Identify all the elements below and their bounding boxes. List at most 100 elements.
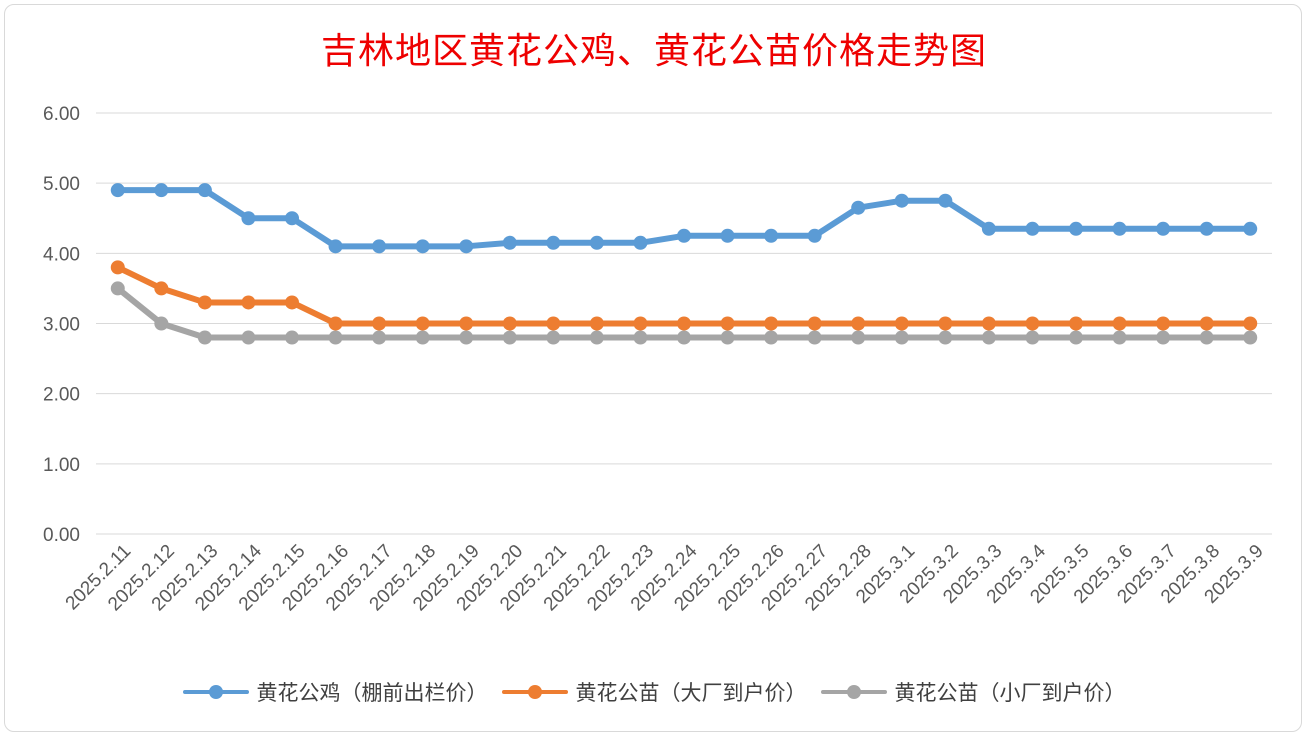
chart-title: 吉林地区黄花公鸡、黄花公苗价格走势图 (320, 31, 987, 72)
data-point (589, 316, 604, 331)
data-point (197, 330, 212, 345)
data-point (1156, 316, 1171, 331)
data-point (459, 330, 474, 345)
series-line (114, 264, 1254, 327)
data-point (372, 239, 387, 254)
data-point (1243, 221, 1258, 236)
legend-swatch (182, 685, 249, 699)
data-point (502, 316, 517, 331)
data-point (938, 193, 953, 208)
data-point (546, 330, 561, 345)
data-point (677, 228, 691, 243)
data-point (415, 239, 430, 254)
data-point (677, 330, 691, 345)
data-point (285, 330, 299, 345)
data-point (894, 330, 909, 345)
data-point (1156, 330, 1171, 345)
data-point (1243, 330, 1258, 345)
data-point (807, 316, 822, 331)
data-point (1069, 330, 1083, 345)
data-point (546, 235, 561, 250)
x-axis-ticks: 2025.2.112025.2.122025.2.132025.2.142025… (62, 540, 1268, 615)
data-point (197, 183, 212, 198)
data-point (372, 316, 387, 331)
y-tick-label: 3.00 (43, 315, 80, 336)
data-point (328, 330, 343, 345)
data-point (938, 330, 953, 345)
y-tick-label: 1.00 (43, 455, 80, 476)
data-point (589, 330, 604, 345)
data-point (1025, 330, 1040, 345)
legend-swatch (501, 685, 568, 699)
data-point (981, 330, 996, 345)
data-point (546, 316, 561, 331)
data-point (633, 330, 648, 345)
legend-marker (527, 685, 542, 699)
data-point (633, 316, 648, 331)
data-point (764, 316, 779, 331)
data-point (415, 316, 430, 331)
data-point (459, 239, 474, 254)
data-point (807, 330, 822, 345)
legend-marker (846, 685, 861, 699)
series-layer (110, 183, 1258, 345)
y-tick-label: 5.00 (43, 174, 80, 195)
data-point (764, 330, 779, 345)
data-point (328, 239, 343, 254)
data-point (110, 260, 125, 275)
data-point (110, 183, 125, 198)
data-point (981, 316, 996, 331)
y-axis-ticks: 0.00 1.00 2.00 3.00 4.00 5.00 6.00 (43, 104, 80, 546)
data-point (241, 330, 256, 345)
data-point (1112, 316, 1127, 331)
legend-swatch (820, 685, 887, 699)
data-point (1156, 221, 1171, 236)
data-point (197, 295, 212, 310)
data-point (720, 228, 735, 243)
legend-item-2: 黄花公苗（小厂到户价） (820, 677, 1126, 707)
legend-label: 黄花公苗（大厂到户价） (575, 681, 807, 705)
data-point (1199, 221, 1214, 236)
data-point (894, 316, 909, 331)
data-point (1069, 221, 1083, 236)
data-point (372, 330, 387, 345)
data-point (720, 330, 735, 345)
data-point (677, 316, 691, 331)
data-point (1069, 316, 1083, 331)
data-point (154, 281, 169, 296)
data-point (1243, 316, 1258, 331)
data-point (1112, 330, 1127, 345)
data-point (285, 295, 299, 310)
data-point (415, 330, 430, 345)
y-tick-label: 2.00 (43, 385, 80, 406)
data-point (981, 221, 996, 236)
legend-label: 黄花公鸡（棚前出栏价） (256, 681, 488, 705)
legend-label: 黄花公苗（小厂到户价） (894, 681, 1126, 705)
data-point (894, 193, 909, 208)
data-point (1199, 330, 1214, 345)
data-point (110, 281, 125, 296)
data-point (241, 295, 256, 310)
legend: 黄花公鸡（棚前出栏价） 黄花公苗（大厂到户价） 黄花公苗（小厂到户价） (0, 674, 1308, 710)
data-point (502, 330, 517, 345)
data-point (589, 235, 604, 250)
data-point (459, 316, 474, 331)
data-point (764, 228, 779, 243)
data-point (720, 316, 735, 331)
series-1 (110, 260, 1258, 331)
series-0 (110, 183, 1258, 254)
data-point (1025, 316, 1040, 331)
data-point (1025, 221, 1040, 236)
y-tick-label: 4.00 (43, 244, 80, 265)
data-point (851, 200, 866, 215)
data-point (285, 211, 299, 226)
chart-frame (4, 4, 1302, 732)
y-tick-label: 0.00 (43, 525, 80, 546)
data-point (502, 235, 517, 250)
data-point (851, 316, 866, 331)
data-point (1112, 221, 1127, 236)
legend-item-0: 黄花公鸡（棚前出栏价） (182, 677, 488, 707)
y-tick-label: 6.00 (43, 104, 80, 125)
data-point (851, 330, 866, 345)
data-point (154, 316, 169, 331)
